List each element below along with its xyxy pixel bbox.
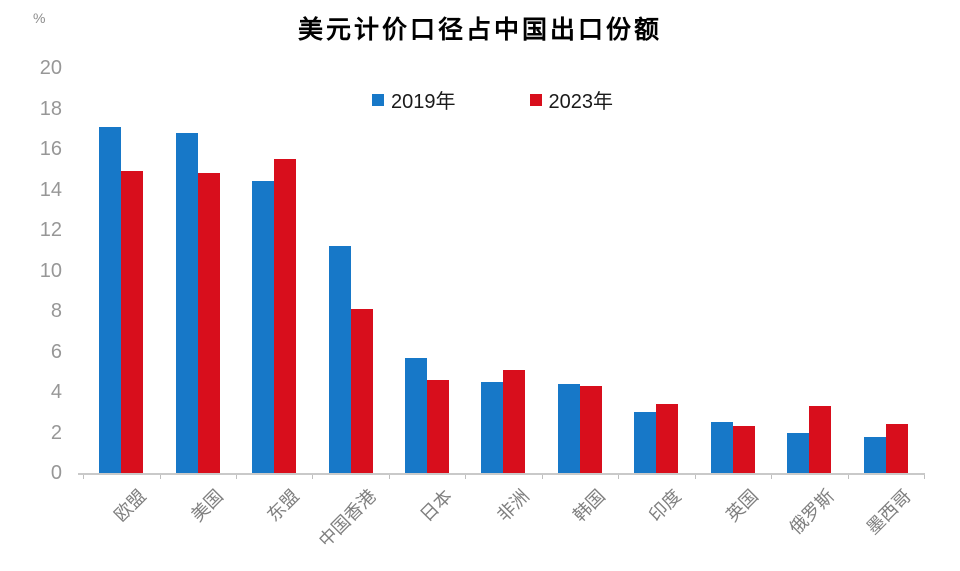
- bar-2019年-墨西哥: [863, 436, 886, 473]
- bar-2023年-东盟: [274, 159, 297, 473]
- x-axis-category-label: 日本: [416, 485, 456, 526]
- legend-item-2019年: 2019年: [372, 85, 456, 114]
- legend-swatch-icon: [529, 93, 542, 106]
- bar-group-俄罗斯: [771, 68, 847, 473]
- bar-2019年-美国: [175, 132, 198, 473]
- bar-group-非洲: [465, 68, 541, 473]
- legend-label: 2023年: [548, 91, 614, 113]
- x-axis-tick: [83, 475, 84, 479]
- y-axis-tick-label: 14: [39, 178, 62, 201]
- bar-2019年-非洲: [481, 381, 504, 473]
- bar-group-美国: [159, 68, 235, 473]
- plot-area: [83, 68, 924, 473]
- legend-label: 2019年: [391, 91, 456, 113]
- bar-group-印度: [618, 68, 694, 473]
- x-axis-tick: [235, 475, 237, 479]
- x-axis-tick: [312, 475, 314, 479]
- bar-2023年-中国香港: [350, 309, 373, 473]
- legend-swatch-icon: [372, 93, 384, 106]
- bar-group-中国香港: [312, 68, 388, 473]
- y-axis-tick-label: 10: [39, 259, 62, 282]
- y-axis-tick-label: 0: [50, 462, 62, 484]
- bar-2019年-俄罗斯: [787, 432, 810, 473]
- bar-group-日本: [389, 68, 465, 473]
- x-axis-category-label: 东盟: [263, 485, 304, 526]
- bar-group-墨西哥: [848, 68, 924, 473]
- legend-item-2023年: 2023年: [529, 85, 614, 114]
- y-axis-tick-label: 12: [39, 219, 62, 241]
- y-axis-tick-label: 18: [39, 97, 62, 120]
- bar-2023年-英国: [732, 426, 755, 473]
- bar-2023年-美国: [197, 173, 220, 473]
- bar-2019年-印度: [634, 412, 657, 473]
- y-axis-tick-label: 6: [50, 340, 62, 363]
- x-axis-category-label: 墨西哥: [862, 485, 915, 539]
- x-axis-category-label: 欧盟: [110, 485, 151, 526]
- x-axis-tick: [847, 475, 849, 479]
- bar-2019年-欧盟: [99, 126, 122, 473]
- bar-2019年-中国香港: [328, 246, 351, 473]
- x-axis-category-label: 英国: [722, 485, 762, 526]
- bar-group-东盟: [236, 68, 312, 473]
- bar-2023年-韩国: [579, 385, 602, 473]
- bar-2023年-欧盟: [121, 171, 144, 473]
- bar-2019年-英国: [710, 422, 733, 473]
- x-axis-tick: [924, 475, 925, 479]
- legend: 2019年 2023年: [372, 85, 613, 114]
- bar-group-英国: [695, 68, 771, 473]
- x-axis-category-label: 美国: [187, 485, 227, 526]
- y-axis-tick-label: 20: [39, 57, 62, 79]
- x-axis-tick: [694, 475, 696, 479]
- y-axis-tick-label: 4: [50, 381, 62, 403]
- x-axis-category-label: 韩国: [569, 485, 609, 526]
- x-axis-tick: [541, 475, 543, 479]
- y-axis-tick-label: 8: [50, 300, 62, 322]
- x-axis-category-label: 中国香港: [314, 485, 380, 551]
- bar-2019年-韩国: [557, 383, 580, 473]
- x-axis-category-label: 俄罗斯: [785, 485, 839, 539]
- x-axis-tick: [618, 475, 620, 479]
- x-axis-category-label: 非洲: [492, 485, 533, 526]
- bar-2019年-东盟: [252, 181, 275, 473]
- bar-group-欧盟: [83, 68, 159, 473]
- bar-group-韩国: [542, 68, 618, 473]
- x-axis-tick: [771, 475, 773, 479]
- bar-2023年-墨西哥: [885, 424, 908, 473]
- x-axis-tick: [388, 475, 390, 479]
- x-axis-line: [78, 473, 925, 475]
- y-axis-tick-label: 16: [39, 138, 62, 160]
- x-axis-category-label: 印度: [645, 485, 686, 526]
- y-axis-tick-label: 2: [50, 421, 62, 444]
- x-axis-tick: [465, 475, 467, 479]
- y-axis-unit-label: %: [33, 10, 46, 26]
- x-axis-tick: [159, 475, 161, 479]
- bar-2023年-日本: [427, 379, 450, 473]
- bar-2019年-日本: [405, 357, 428, 473]
- bar-2023年-非洲: [503, 369, 526, 473]
- bar-2023年-俄罗斯: [809, 406, 832, 473]
- bar-2023年-印度: [656, 404, 679, 473]
- chart-title: 美元计价口径占中国出口份额: [297, 17, 662, 44]
